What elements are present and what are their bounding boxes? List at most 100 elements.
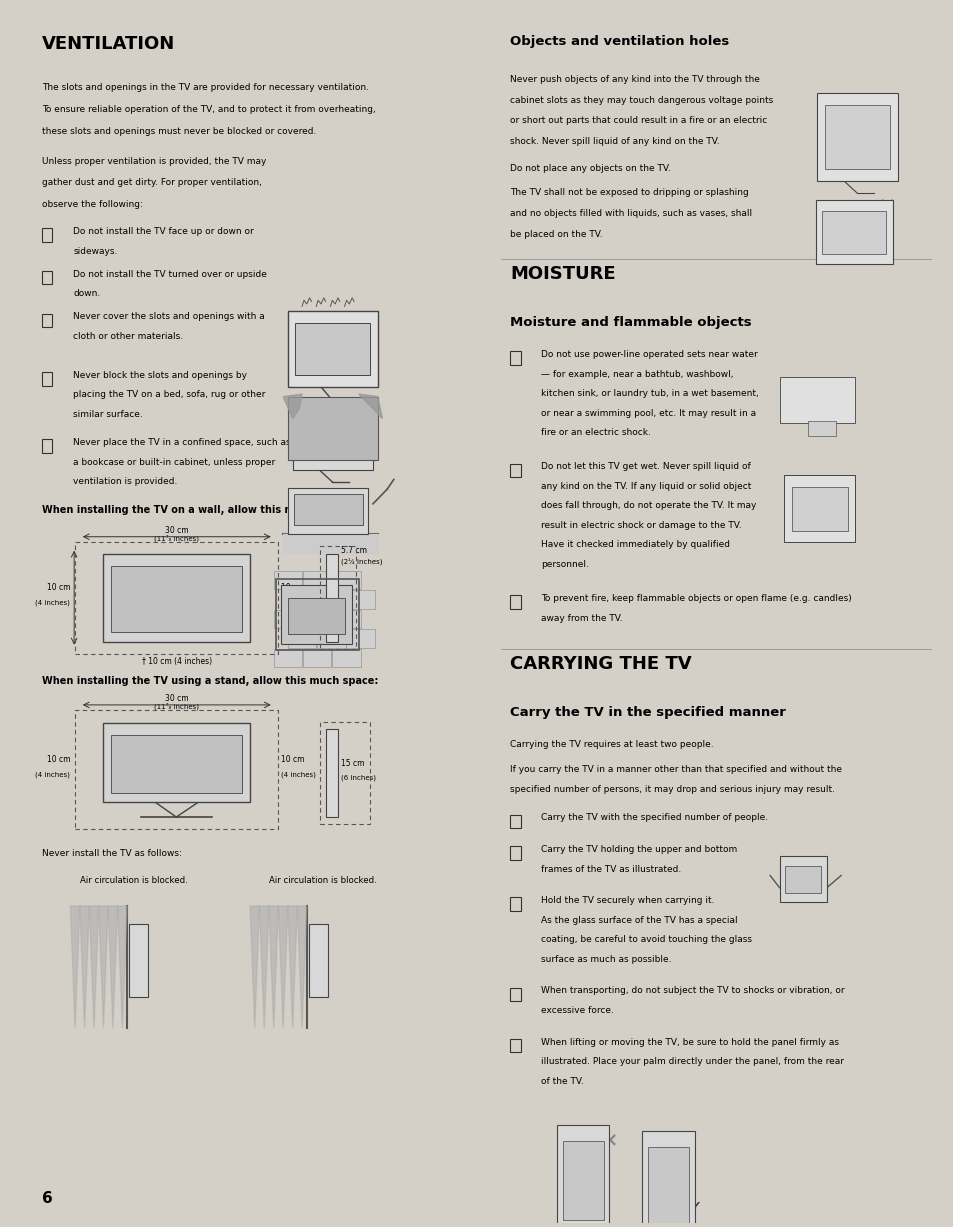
Bar <box>295 324 370 374</box>
Polygon shape <box>108 906 117 1028</box>
Polygon shape <box>358 394 382 418</box>
Polygon shape <box>259 906 269 1028</box>
Polygon shape <box>80 906 90 1028</box>
Text: these slots and openings must never be blocked or covered.: these slots and openings must never be b… <box>42 128 316 136</box>
Bar <box>274 571 302 589</box>
Bar <box>288 312 377 387</box>
Bar <box>111 566 242 632</box>
Text: frames of the TV as illustrated.: frames of the TV as illustrated. <box>540 865 680 874</box>
Bar <box>42 372 52 385</box>
Bar <box>557 1125 609 1227</box>
Bar <box>510 815 520 828</box>
Bar <box>288 488 368 534</box>
Text: away from the TV.: away from the TV. <box>540 614 622 622</box>
Bar <box>42 439 52 453</box>
Text: (11⁷₈ inches): (11⁷₈ inches) <box>154 703 199 710</box>
Text: excessive force.: excessive force. <box>540 1006 614 1015</box>
Bar <box>274 649 302 667</box>
Bar <box>42 228 52 242</box>
Text: (4 inches): (4 inches) <box>281 771 315 778</box>
Text: result in electric shock or damage to the TV.: result in electric shock or damage to th… <box>540 521 741 530</box>
Text: Never place the TV in a confined space, such as: Never place the TV in a confined space, … <box>73 438 291 447</box>
Text: Air circulation is blocked.: Air circulation is blocked. <box>269 876 376 885</box>
Bar <box>325 729 337 817</box>
Bar <box>332 610 360 628</box>
Text: The slots and openings in the TV are provided for necessary ventilation.: The slots and openings in the TV are pro… <box>42 83 369 92</box>
Bar <box>303 571 331 589</box>
Bar <box>303 649 331 667</box>
Text: (4 inches): (4 inches) <box>35 771 71 778</box>
Text: or near a swimming pool, etc. It may result in a: or near a swimming pool, etc. It may res… <box>540 409 756 417</box>
Text: Do not use power-line operated sets near water: Do not use power-line operated sets near… <box>540 350 758 360</box>
Text: coating, be careful to avoid touching the glass: coating, be careful to avoid touching th… <box>540 935 752 945</box>
Bar <box>103 553 250 642</box>
Text: Hold the TV securely when carrying it.: Hold the TV securely when carrying it. <box>540 896 714 906</box>
Text: (2¹⁄₄ inches): (2¹⁄₄ inches) <box>340 557 382 564</box>
Bar <box>346 590 375 609</box>
Bar <box>316 629 345 648</box>
Bar <box>309 924 327 998</box>
Text: Never block the slots and openings by: Never block the slots and openings by <box>73 371 247 380</box>
Text: ventilation is provided.: ventilation is provided. <box>73 477 177 486</box>
Bar <box>129 924 148 998</box>
Text: personnel.: personnel. <box>540 560 589 569</box>
Text: 6: 6 <box>42 1191 52 1206</box>
Text: and no objects filled with liquids, such as vases, shall: and no objects filled with liquids, such… <box>510 209 751 218</box>
Polygon shape <box>269 906 278 1028</box>
Polygon shape <box>71 906 80 1028</box>
Bar <box>42 271 52 285</box>
Bar <box>807 421 836 436</box>
Bar <box>319 721 370 825</box>
Bar <box>325 553 337 642</box>
Bar <box>275 579 358 650</box>
Bar <box>779 377 855 423</box>
Text: ×: × <box>600 1131 617 1151</box>
Text: When installing the TV using a stand, allow this much space:: When installing the TV using a stand, al… <box>42 676 378 686</box>
Polygon shape <box>90 906 98 1028</box>
Text: cabinet slots as they may touch dangerous voltage points: cabinet slots as they may touch dangerou… <box>510 96 773 104</box>
Bar <box>281 585 352 644</box>
Text: To prevent fire, keep flammable objects or open flame (e.g. candles): To prevent fire, keep flammable objects … <box>540 594 851 602</box>
Text: VENTILATION: VENTILATION <box>42 34 175 53</box>
Bar <box>316 590 345 609</box>
Polygon shape <box>283 534 377 552</box>
Text: cloth or other materials.: cloth or other materials. <box>73 333 183 341</box>
Text: Moisture and flammable objects: Moisture and flammable objects <box>510 317 751 329</box>
Bar <box>815 200 892 264</box>
Text: CARRYING THE TV: CARRYING THE TV <box>510 655 691 672</box>
Text: Unless proper ventilation is provided, the TV may: Unless proper ventilation is provided, t… <box>42 157 266 166</box>
Text: † 10 cm (4 inches): † 10 cm (4 inches) <box>142 658 212 666</box>
Text: (4 inches): (4 inches) <box>35 599 71 606</box>
Bar <box>288 590 315 609</box>
Bar <box>75 541 278 654</box>
Text: shock. Never spill liquid of any kind on the TV.: shock. Never spill liquid of any kind on… <box>510 137 719 146</box>
Bar <box>319 546 355 649</box>
Text: (6 inches): (6 inches) <box>340 774 375 782</box>
Text: 10 cm: 10 cm <box>47 583 71 593</box>
Text: Never install the TV as follows:: Never install the TV as follows: <box>42 849 182 858</box>
Text: Carrying the TV requires at least two people.: Carrying the TV requires at least two pe… <box>510 740 713 750</box>
Bar <box>332 649 360 667</box>
Bar <box>288 629 315 648</box>
Text: does fall through, do not operate the TV. It may: does fall through, do not operate the TV… <box>540 502 756 510</box>
Text: gather dust and get dirty. For proper ventilation,: gather dust and get dirty. For proper ve… <box>42 178 261 188</box>
Text: any kind on the TV. If any liquid or solid object: any kind on the TV. If any liquid or sol… <box>540 482 751 491</box>
Bar <box>111 735 242 793</box>
Text: 30 cm: 30 cm <box>165 694 189 703</box>
Text: Air circulation is blocked.: Air circulation is blocked. <box>80 876 188 885</box>
Bar <box>332 571 360 589</box>
Text: surface as much as possible.: surface as much as possible. <box>540 955 671 963</box>
Text: kitchen sink, or laundry tub, in a wet basement,: kitchen sink, or laundry tub, in a wet b… <box>540 389 759 399</box>
Polygon shape <box>278 906 288 1028</box>
Text: 5.7 cm: 5.7 cm <box>340 546 367 556</box>
Bar <box>510 351 520 364</box>
Text: specified number of persons, it may drop and serious injury may result.: specified number of persons, it may drop… <box>510 785 834 794</box>
Bar <box>647 1147 688 1227</box>
Text: When installing the TV on a wall, allow this much space:: When installing the TV on a wall, allow … <box>42 506 353 515</box>
Text: a bookcase or built-in cabinet, unless proper: a bookcase or built-in cabinet, unless p… <box>73 458 275 466</box>
Text: Never cover the slots and openings with a: Never cover the slots and openings with … <box>73 313 265 321</box>
Text: (4 inches): (4 inches) <box>281 599 315 606</box>
Text: 15 cm: 15 cm <box>340 758 364 768</box>
Text: — for example, near a bathtub, washbowl,: — for example, near a bathtub, washbowl, <box>540 369 733 379</box>
Bar <box>510 595 520 609</box>
